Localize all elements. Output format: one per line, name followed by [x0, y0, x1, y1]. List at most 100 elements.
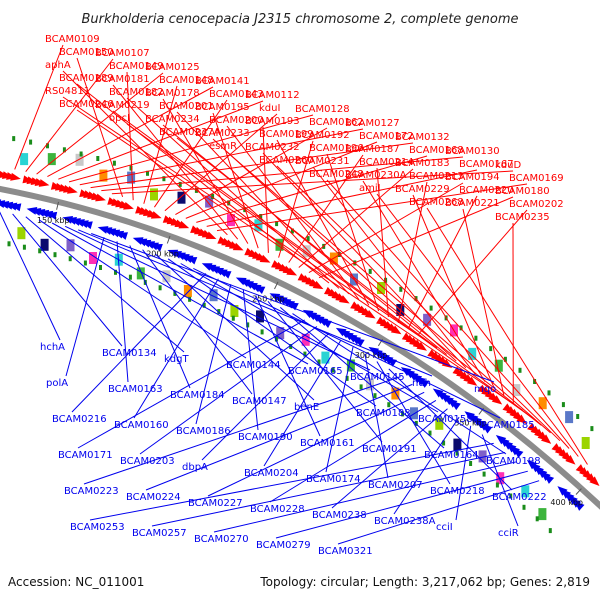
misc-feature-block: [321, 351, 330, 364]
forward-gene-label: BCAM0234: [145, 114, 200, 125]
reverse-gene-leader: [213, 461, 517, 533]
reverse-gene-leader: [201, 332, 330, 461]
forward-gene-leader: [397, 181, 428, 324]
reverse-gene-arrow: [313, 315, 325, 324]
forward-gene-leader: [326, 153, 380, 312]
misc-feature-block: [20, 153, 29, 166]
reverse-gene-leader: [337, 480, 540, 545]
forward-gene-arrow: [95, 193, 106, 202]
gc-marker: [428, 430, 432, 436]
forward-gene-label: BCAM0181: [95, 74, 150, 85]
reverse-gene-arrow: [574, 501, 585, 511]
reverse-gene-arrow: [335, 327, 347, 337]
forward-gene-leader: [308, 182, 464, 274]
reverse-gene-leader: [71, 273, 207, 413]
reverse-gene-leader: [207, 391, 425, 497]
gc-marker: [260, 329, 264, 335]
forward-gene-leader: [126, 123, 533, 419]
forward-gene-leader: [62, 96, 428, 342]
forward-gene-label: esmR: [209, 141, 237, 152]
forward-gene-label: BCAM0201: [159, 101, 214, 112]
forward-gene-label: BCAM0196: [309, 143, 364, 154]
reverse-gene-label: BCAM0238: [312, 510, 367, 521]
reverse-gene-leader: [193, 267, 501, 419]
gc-marker: [12, 136, 16, 142]
gc-marker: [455, 450, 459, 456]
misc-feature-block: [99, 169, 108, 182]
forward-gene-leader: [76, 109, 523, 411]
reverse-gene-label: BCAM0218: [430, 486, 485, 497]
forward-gene-arrow: [150, 211, 162, 219]
gc-marker: [522, 504, 526, 510]
forward-gene-leader: [276, 165, 561, 442]
misc-feature-block: [162, 270, 171, 283]
gc-marker: [474, 335, 478, 341]
reverse-gene-label: BCAM0204: [244, 468, 299, 479]
reverse-gene-leader: [155, 253, 315, 401]
reverse-gene-label: BCAM0134: [102, 348, 157, 359]
forward-gene-leader: [407, 195, 478, 330]
forward-gene-leader: [196, 155, 428, 223]
reverse-gene-label: BCAM0257: [132, 528, 187, 539]
reverse-gene-leader: [83, 376, 401, 485]
reverse-gene-arrow: [2, 201, 14, 210]
gc-marker: [275, 221, 279, 227]
reverse-gene-arrow: [481, 424, 493, 434]
gc-marker: [495, 482, 499, 488]
forward-gene-leader: [462, 208, 505, 396]
gc-marker: [259, 214, 263, 219]
forward-gene-leader: [143, 85, 178, 204]
misc-feature-block: [423, 313, 432, 326]
forward-gene-leader: [126, 71, 134, 201]
forward-gene-label: kduI: [259, 103, 280, 114]
reverse-gene-label: cciR: [498, 528, 519, 539]
reverse-gene-leader: [393, 416, 460, 515]
gc-marker: [368, 268, 372, 274]
gc-marker: [535, 516, 539, 522]
forward-gene-leader: [226, 151, 551, 434]
forward-gene-arrow: [416, 341, 427, 351]
forward-gene-label: BCAM0148: [159, 75, 214, 86]
forward-gene-leader: [112, 110, 438, 349]
reverse-gene-arrow: [418, 378, 430, 388]
gc-marker: [489, 346, 493, 352]
misc-feature-block: [453, 438, 462, 451]
misc-feature-block: [40, 238, 49, 251]
misc-feature-block: [127, 171, 136, 184]
forward-gene-leader: [79, 128, 364, 186]
forward-gene-label: BCAM0141: [195, 76, 250, 87]
forward-gene-label: BCAM0189: [59, 73, 114, 84]
forward-gene-arrow: [38, 179, 50, 187]
forward-gene-arrow: [338, 295, 350, 304]
reverse-gene-leader: [275, 470, 528, 539]
gc-marker: [231, 315, 235, 321]
gc-marker: [306, 236, 310, 242]
misc-feature-block: [205, 195, 214, 208]
reverse-gene-leader: [78, 229, 433, 377]
misc-feature-block: [66, 239, 75, 252]
gc-marker: [399, 286, 403, 292]
reverse-gene-label: BCAM0144: [226, 360, 281, 371]
forward-gene-label: amiI: [359, 183, 381, 194]
reverse-gene-label: ndh: [412, 378, 431, 389]
forward-gene-label: BCAM0167: [459, 159, 514, 170]
reverse-gene-leader: [151, 452, 506, 527]
forward-gene-arrow: [312, 280, 324, 290]
reverse-gene-label: polA: [46, 378, 68, 389]
gc-marker: [290, 228, 294, 234]
forward-gene-arrow: [516, 414, 527, 424]
misc-feature-block: [391, 387, 400, 400]
gc-marker: [162, 176, 166, 182]
reverse-gene-label: BCAM0224: [126, 492, 181, 503]
forward-gene-leader: [175, 127, 328, 216]
reverse-gene-label: BCAM0223: [64, 486, 119, 497]
gc-marker: [99, 265, 102, 270]
reverse-gene-leader: [133, 278, 219, 419]
forward-gene-label: BCAM0246: [59, 99, 114, 110]
misc-feature-block: [89, 252, 97, 264]
gc-marker: [173, 290, 177, 296]
forward-gene-label: BCAM0268: [409, 197, 464, 208]
gc-marker: [22, 244, 26, 250]
gc-marker: [509, 493, 513, 499]
gc-marker: [429, 305, 433, 311]
